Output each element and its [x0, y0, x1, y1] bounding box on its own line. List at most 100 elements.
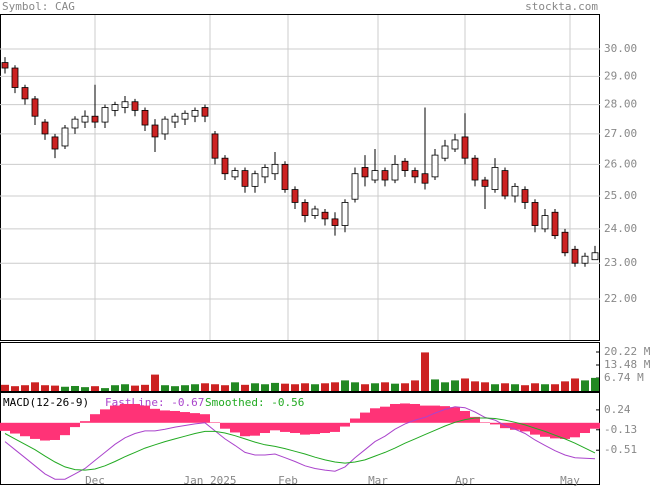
candle-body — [491, 167, 499, 190]
x-tick-label: Feb — [278, 474, 298, 486]
volume-bar — [61, 386, 69, 391]
volume-bar — [31, 382, 39, 391]
histogram-bar — [490, 422, 500, 425]
candle-body — [51, 136, 59, 150]
histogram-bar — [430, 405, 440, 423]
histogram-bar — [160, 410, 170, 423]
histogram-bar — [240, 422, 250, 437]
candle-body — [411, 170, 419, 178]
y-tick-label: 28.00 — [604, 98, 637, 111]
y-tick-label: 22.00 — [604, 292, 637, 305]
candle-body — [321, 211, 329, 220]
candle-body — [41, 121, 49, 135]
histogram-bar — [420, 405, 430, 423]
volume-bar — [201, 383, 209, 391]
histogram-bar — [570, 422, 580, 438]
candle-body — [471, 157, 479, 181]
histogram-bar — [250, 422, 260, 436]
candle-body — [311, 208, 319, 216]
volume-bar — [141, 384, 149, 391]
y-tick-label: 25.00 — [604, 189, 637, 202]
y-tick-label: 24.00 — [604, 222, 637, 235]
volume-bar — [581, 380, 589, 391]
histogram-bar — [100, 409, 110, 423]
candle-body — [441, 145, 449, 159]
candle-body — [371, 170, 379, 181]
x-tick-label: Mar — [368, 474, 388, 486]
histogram-bar — [340, 422, 350, 427]
volume-bar — [311, 384, 319, 391]
candle-body — [571, 248, 579, 264]
candle-body — [201, 107, 209, 117]
candle-body — [191, 109, 199, 117]
macd-line — [4, 417, 596, 471]
histogram-bar — [40, 422, 50, 441]
candle-body — [221, 157, 229, 175]
volume-bar — [231, 382, 239, 391]
candle-body — [121, 101, 129, 108]
histogram-bar — [270, 422, 280, 431]
x-tick-label: Dec — [85, 474, 105, 486]
histogram-bar — [130, 403, 140, 423]
histogram-bar — [510, 422, 520, 430]
histogram-bar — [470, 416, 480, 423]
histogram-bar — [350, 418, 360, 423]
y-tick-label: 27.00 — [604, 127, 637, 140]
candle-body — [551, 211, 559, 237]
volume-bar — [121, 384, 129, 391]
y-tick-label: 30.00 — [604, 42, 637, 55]
histogram-bar — [590, 422, 600, 429]
macd-line — [4, 406, 596, 480]
volume-bar — [521, 385, 529, 391]
y-tick-label: 0.24 — [604, 403, 631, 416]
volume-bar — [551, 384, 559, 391]
candle-body — [361, 167, 369, 178]
volume-bar — [41, 385, 49, 391]
volume-bar — [291, 384, 299, 391]
histogram-bar — [370, 408, 380, 423]
histogram-bar — [50, 422, 60, 440]
volume-bar — [171, 386, 179, 391]
candle-body — [561, 231, 569, 254]
candle-body — [391, 163, 399, 181]
candle-body — [331, 218, 339, 226]
macd-title: MACD(12-26-9) — [3, 396, 89, 409]
histogram-bar — [70, 422, 80, 428]
histogram-bar — [140, 405, 150, 423]
histogram-bar — [110, 405, 120, 423]
histogram-bar — [210, 422, 220, 423]
histogram-bar — [280, 422, 290, 432]
candle-body — [251, 173, 259, 187]
volume-bar — [71, 385, 79, 391]
candle-body — [461, 136, 469, 159]
x-tick-label: Apr — [455, 474, 475, 486]
histogram-bar — [480, 422, 490, 423]
volume-bar — [531, 383, 539, 391]
candle-body — [131, 101, 139, 111]
volume-bar — [1, 384, 9, 391]
candle-body — [351, 173, 359, 200]
candle-body — [81, 115, 89, 123]
histogram-bar — [400, 403, 410, 423]
volume-bar — [261, 384, 269, 391]
candle-body — [531, 202, 539, 226]
candle-body — [71, 118, 79, 129]
y-tick-label: -0.13 — [604, 423, 637, 436]
price-frame — [0, 14, 600, 341]
volume-bar — [491, 384, 499, 391]
volume-bar — [191, 384, 199, 391]
legend-entry: Smoothed: -0.56 — [205, 396, 304, 409]
volume-bar — [301, 383, 309, 391]
volume-bar — [481, 382, 489, 391]
volume-bar — [211, 384, 219, 391]
candle-body — [521, 189, 529, 203]
candle-body — [31, 98, 39, 117]
histogram-bar — [380, 406, 390, 423]
volume-bar — [351, 382, 359, 391]
histogram-bar — [200, 414, 210, 423]
chart-title: Symbol: CAG — [2, 0, 75, 13]
macd-frame — [0, 392, 600, 485]
volume-bar — [511, 384, 519, 391]
volume-bar — [451, 380, 459, 391]
